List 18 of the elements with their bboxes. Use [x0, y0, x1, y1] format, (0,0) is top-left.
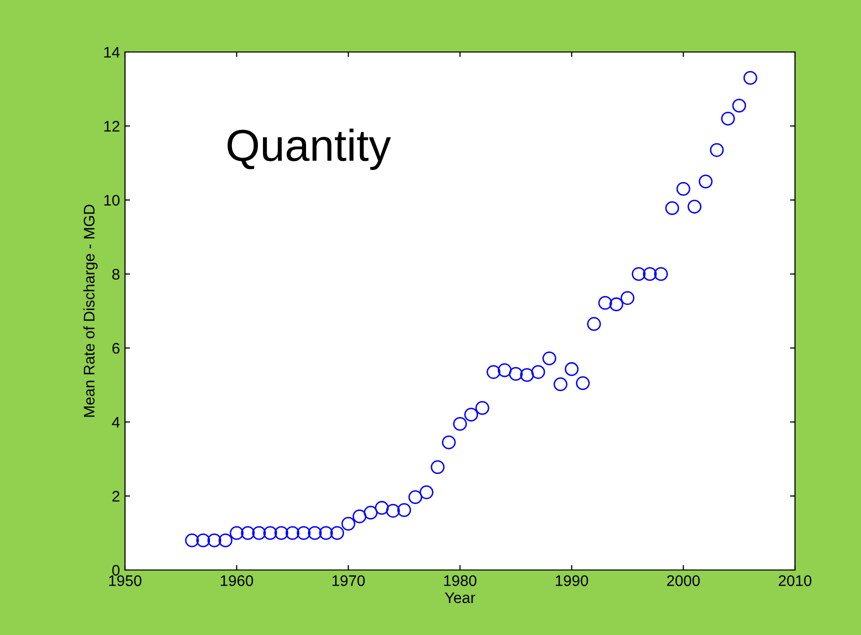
- x-tick-label: 1990: [556, 575, 588, 586]
- y-tick-label: 4: [112, 417, 120, 428]
- x-axis-title: Year: [444, 592, 476, 604]
- x-tick-label: 1950: [109, 575, 142, 586]
- y-tick-label: 10: [104, 194, 120, 206]
- x-tick-label: 1960: [220, 575, 254, 586]
- x-tick-label: 2010: [778, 575, 812, 586]
- y-tick-label: 8: [112, 268, 120, 280]
- x-tick-label: 2000: [667, 575, 700, 586]
- y-tick-label: 2: [112, 490, 120, 502]
- x-tick-label: 1980: [444, 575, 476, 586]
- y-tick-label: 12: [104, 120, 120, 132]
- text: Quantity: [228, 128, 391, 170]
- y-tick-label: 0: [112, 564, 120, 576]
- y-axis-title: Mean Rate of Discharge - MGD: [83, 204, 98, 417]
- y-tick-label: 14: [104, 47, 120, 58]
- x-tick-label: 1970: [332, 575, 365, 586]
- y-tick-label: 6: [112, 342, 120, 354]
